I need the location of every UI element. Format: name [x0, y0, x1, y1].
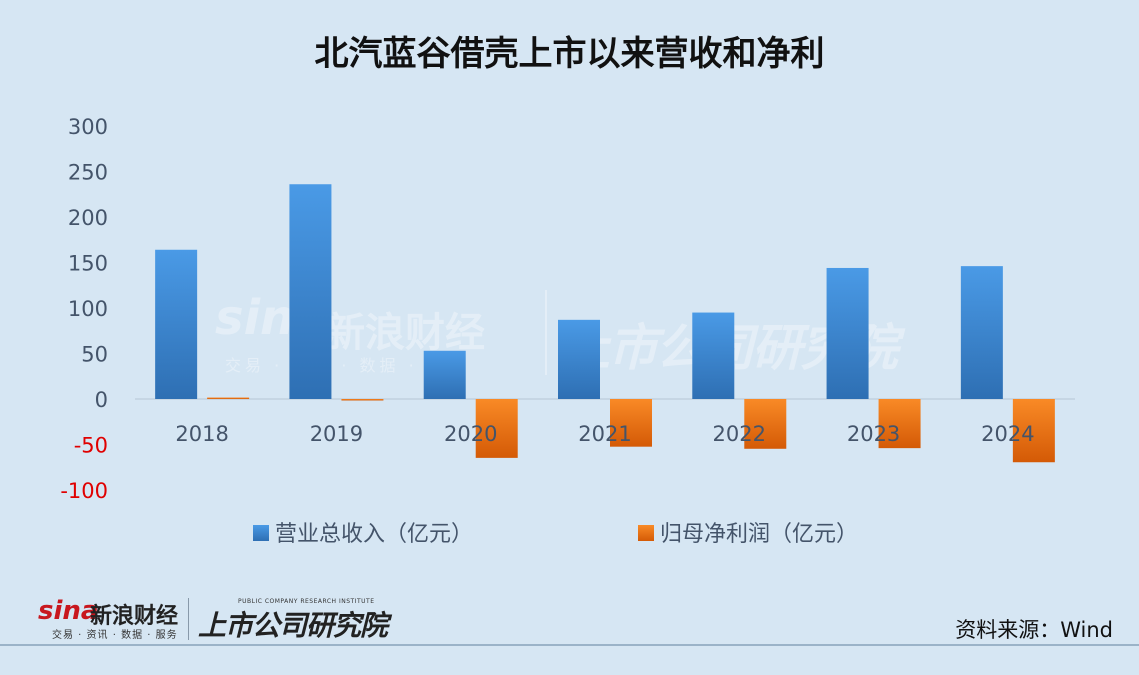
y-tick-label: -50: [74, 434, 108, 458]
revenue-bar: [692, 312, 735, 399]
y-tick-label: 0: [95, 388, 108, 412]
y-tick-label: -100: [60, 479, 108, 503]
net-profit-bar: [744, 399, 787, 449]
y-tick-label: 200: [68, 206, 108, 230]
x-tick-label: 2018: [175, 422, 228, 446]
revenue-bar: [155, 249, 198, 399]
x-tick-label: 2022: [713, 422, 766, 446]
sina-wordmark: sina: [38, 596, 99, 626]
y-tick-label: 100: [68, 297, 108, 321]
net-profit-bar: [475, 399, 518, 458]
net-profit-bar: [207, 397, 250, 400]
x-tick-label: 2021: [578, 422, 631, 446]
x-tick-label: 2024: [981, 422, 1034, 446]
y-tick-label: 250: [68, 161, 108, 185]
net-profit-bar: [610, 399, 652, 447]
net-profit-bar: [1012, 399, 1055, 463]
x-tick-label: 2020: [444, 422, 497, 446]
revenue-bar: [826, 267, 869, 399]
revenue-bar: [289, 184, 332, 399]
revenue-bar: [423, 350, 466, 399]
x-tick-label: 2019: [310, 422, 363, 446]
y-tick-label: 150: [68, 252, 108, 276]
net-profit-bar: [878, 399, 921, 449]
source-label: 资料来源：Wind: [955, 618, 1113, 642]
footer-divider: [0, 644, 1139, 646]
chart-title: 北汽蓝谷借壳上市以来营收和净利: [314, 34, 825, 74]
x-tick-label: 2023: [847, 422, 900, 446]
legend-net-profit-swatch: [638, 525, 654, 541]
y-tick-label: 300: [68, 115, 108, 139]
legend-revenue-label: 营业总收入（亿元）: [275, 522, 473, 547]
logo-divider: [188, 598, 189, 640]
research-institute-logo: PUBLIC COMPANY RESEARCH INSTITUTE 上市公司研究…: [198, 598, 398, 642]
revenue-bar: [960, 266, 1003, 399]
sina-finance-logo: sina 新浪财经 交易 · 资讯 · 数据 · 服务: [38, 596, 188, 642]
sina-cn-name: 新浪财经: [90, 604, 179, 629]
sina-subtitle: 交易 · 资讯 · 数据 · 服务: [52, 630, 178, 641]
y-tick-label: 50: [81, 343, 108, 367]
legend-net-profit-label: 归母净利润（亿元）: [660, 522, 858, 547]
net-profit-bar: [341, 399, 384, 401]
revenue-bar: [558, 319, 600, 399]
research-institute-en: PUBLIC COMPANY RESEARCH INSTITUTE: [238, 598, 375, 605]
research-institute-cn: 上市公司研究院: [198, 609, 388, 642]
legend-revenue-swatch: [253, 525, 269, 541]
bar-chart: 300 250 200 150 100 50 0 -50 -100 2018 2019 2020 202…: [60, 115, 1075, 547]
